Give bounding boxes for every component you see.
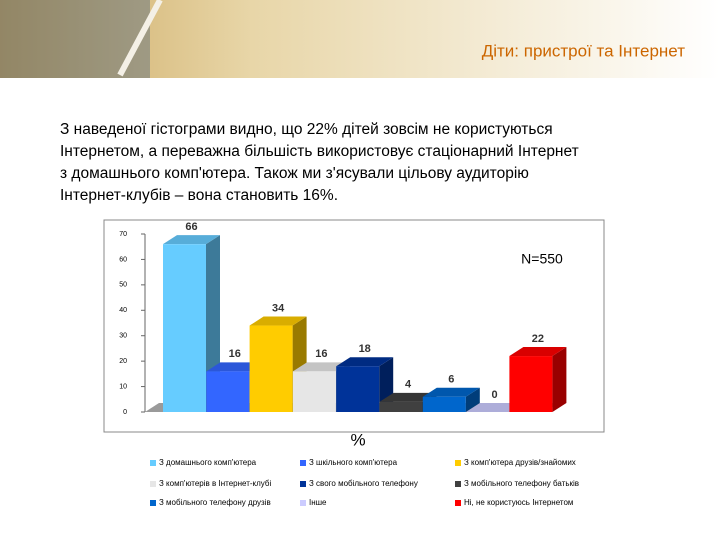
value-label: 16 [315, 348, 327, 360]
annotation: N=550 [521, 251, 563, 267]
y-tick-label: 40 [119, 307, 127, 314]
legend-label: З мобільного телефону друзів [159, 498, 271, 507]
paragraph-line: з домашнього комп'ютера. Також ми з'ясув… [60, 165, 529, 182]
bar [206, 371, 250, 412]
legend-swatch [455, 500, 461, 506]
bar-top [509, 347, 567, 357]
bar-top [466, 403, 524, 412]
value-label: 22 [532, 333, 544, 345]
value-label: 6 [448, 374, 454, 386]
bar-top [292, 362, 350, 372]
bar-top [249, 316, 307, 326]
value-label: 34 [272, 302, 285, 314]
bar [292, 371, 336, 412]
bar [379, 401, 423, 412]
value-label: 16 [229, 348, 241, 360]
legend-label: Ні, не користуюсь Інтернетом [464, 498, 573, 507]
y-tick-label: 20 [119, 358, 127, 365]
y-tick-label: 50 [119, 282, 127, 289]
paragraph-line: З наведеної гістограми видно, що 22% діт… [60, 121, 553, 138]
y-tick-label: 60 [119, 256, 127, 263]
legend-label: З мобільного телефону батьків [464, 479, 579, 488]
bar-top [379, 392, 437, 402]
legend-swatch [455, 460, 461, 466]
pen [117, 0, 163, 77]
value-label: 66 [185, 221, 197, 233]
y-tick-label: 0 [123, 409, 127, 416]
bar-side [552, 347, 567, 412]
legend-swatch [300, 500, 306, 506]
legend-swatch [150, 481, 156, 487]
legend-swatch [150, 500, 156, 506]
legend-swatch [150, 460, 156, 466]
bar [163, 244, 206, 412]
bar-top [336, 357, 394, 367]
paragraph-line: Інтернетом, а переважна більшість викори… [60, 143, 579, 160]
y-tick-label: 10 [119, 383, 127, 390]
bar-top [422, 387, 480, 397]
value-label: 4 [405, 379, 412, 391]
bar-top [163, 235, 220, 245]
legend-swatch [300, 481, 306, 487]
legend-label: Інше [309, 498, 327, 507]
legend-label: З комп'ютера друзів/знайомих [464, 458, 576, 467]
legend-label: З домашнього комп'ютера [159, 458, 257, 467]
header-image [0, 0, 720, 78]
legend-swatch [455, 481, 461, 487]
unit-label: % [350, 430, 365, 449]
bar [509, 356, 553, 412]
bar [336, 366, 380, 412]
bar-side [465, 387, 480, 412]
slide-title: Діти: пристрої та Інтернет [482, 41, 685, 60]
value-label: 0 [492, 389, 498, 401]
bar [422, 396, 466, 412]
legend-label: З комп'ютерів в Інтернет-клубі [159, 479, 271, 488]
bar [249, 325, 293, 412]
y-tick-label: 30 [119, 333, 127, 340]
value-label: 18 [359, 343, 371, 355]
legend-swatch [300, 460, 306, 466]
legend-label: З шкільного комп'ютера [309, 458, 398, 467]
paragraph-line: Інтернет-клубів – вона становить 16%. [60, 187, 338, 204]
legend-label: З свого мобільного телефону [309, 479, 418, 488]
y-tick-label: 70 [119, 231, 127, 238]
bar-top [206, 362, 264, 372]
